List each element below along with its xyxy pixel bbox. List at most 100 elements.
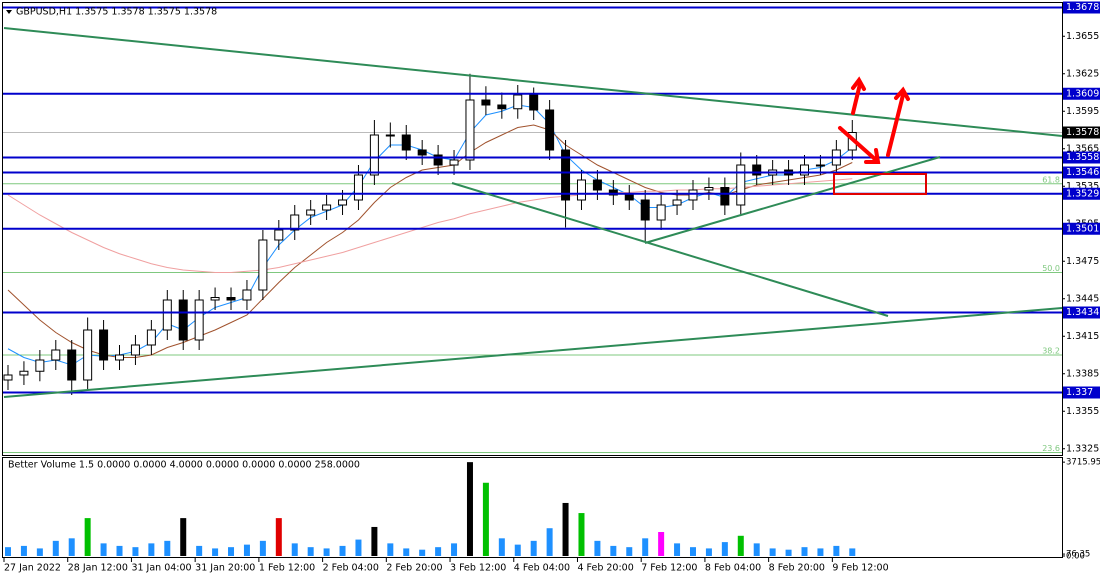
volume-bar: [849, 548, 856, 556]
candle-body: [274, 229, 284, 241]
y-tick-label: 1.3355: [1066, 406, 1099, 417]
volume-bar: [20, 545, 27, 556]
y-tick-label: 1.3595: [1066, 106, 1099, 117]
candle-body: [704, 187, 714, 191]
volume-bar: [674, 543, 681, 556]
volume-bar: [769, 548, 776, 556]
candle-body: [417, 149, 427, 156]
x-tick-label: 7 Feb 12:00: [641, 563, 697, 574]
volume-bar: [100, 543, 107, 556]
y-tick-label: 1.3625: [1066, 68, 1099, 79]
x-tick-label: 4 Feb 04:00: [514, 563, 570, 574]
candle-body: [465, 99, 475, 161]
volume-bar: [530, 540, 537, 556]
arrows: [838, 76, 910, 164]
level-label-bg: [1063, 222, 1100, 235]
volume-bar: [84, 518, 91, 556]
trendline: [3, 307, 1063, 398]
candle-body: [353, 174, 363, 201]
candle-body: [99, 329, 109, 361]
candle-body: [720, 187, 730, 206]
candle-body: [306, 209, 316, 216]
y-tick-label: 1.3385: [1066, 368, 1099, 379]
level-label-bg: [1063, 166, 1100, 179]
candle-body: [545, 109, 555, 151]
volume-bar: [323, 548, 330, 556]
trendline: [644, 156, 941, 244]
level-label-bg: [1063, 1, 1100, 14]
price-label: 1.3578: [1066, 127, 1099, 138]
volume-bar: [355, 539, 362, 556]
candle-body: [115, 354, 125, 361]
volume-bar: [626, 547, 633, 556]
candle-body: [146, 329, 156, 346]
volume-bar: [52, 540, 59, 556]
volume-bar: [212, 548, 219, 556]
fib-label: 38.2: [1042, 347, 1060, 356]
volume-bar: [387, 543, 394, 556]
candle-body: [672, 199, 682, 206]
fib-label: 61.8: [1042, 175, 1060, 184]
volume-bar: [705, 548, 712, 556]
candle-body: [19, 370, 29, 376]
candle-body: [497, 104, 507, 110]
candle-body: [258, 239, 268, 291]
level-label-bg: [1063, 187, 1100, 200]
y-tick-label: 1.3565: [1066, 143, 1099, 154]
volume-bar: [578, 513, 585, 556]
candle-body: [194, 299, 204, 341]
y-tick-label: 1.3415: [1066, 331, 1099, 342]
level-label-bg: [1063, 306, 1100, 319]
volume-bar: [642, 538, 649, 556]
candle-body: [83, 329, 93, 381]
volume-bar: [68, 538, 75, 556]
arrow-head: [864, 148, 881, 164]
y-tick-label: 76.35: [1066, 550, 1090, 560]
candle-body: [640, 199, 650, 221]
arrow: [886, 93, 905, 157]
candle-body: [385, 134, 395, 137]
volume-bar: [243, 544, 250, 556]
volume-bar: [275, 518, 282, 556]
volume-bar: [785, 549, 792, 556]
candle-body: [130, 344, 140, 356]
fib-label: 50.0: [1042, 264, 1060, 273]
y-tick-label: 1.3325: [1066, 443, 1099, 454]
candle-body: [51, 349, 61, 361]
candle-body: [656, 204, 666, 221]
volume-bar: [594, 540, 601, 556]
volume-bar: [148, 543, 155, 556]
candle-body: [226, 297, 236, 301]
level-label: 1.3558: [1066, 152, 1099, 163]
volume-bar: [371, 526, 378, 556]
volume-bar: [36, 548, 43, 556]
volume-bar: [403, 548, 410, 556]
candle-body: [401, 134, 411, 151]
volume-bar: [498, 538, 505, 556]
volume-bar: [562, 502, 569, 556]
candle-body: [481, 99, 491, 106]
volume-bar: [196, 545, 203, 556]
menu-icon: [6, 10, 12, 14]
candle-body: [3, 374, 13, 381]
y-tick-label: 1.3475: [1066, 256, 1099, 267]
candle-body: [290, 214, 300, 231]
volume-bar: [180, 518, 187, 556]
volume-bar: [817, 548, 824, 556]
volume-bar: [291, 543, 298, 556]
candle-body: [815, 164, 825, 167]
volume-bar: [116, 545, 123, 556]
level-label: 1.3678: [1066, 2, 1099, 13]
plot-layer: 1.36551.36251.35951.35651.35351.35051.34…: [3, 1, 1100, 574]
x-tick-label: 31 Jan 20:00: [195, 563, 255, 574]
volume-bar: [482, 482, 489, 556]
candle-body: [67, 349, 77, 381]
trendline: [3, 27, 1063, 137]
level-label: 1.3609: [1066, 88, 1099, 99]
candle-body: [369, 134, 379, 176]
candle-body: [752, 164, 762, 176]
volume-bar: [689, 547, 696, 556]
volume-bar: [451, 543, 458, 556]
candle-body: [608, 189, 618, 196]
candle-body: [513, 94, 523, 110]
